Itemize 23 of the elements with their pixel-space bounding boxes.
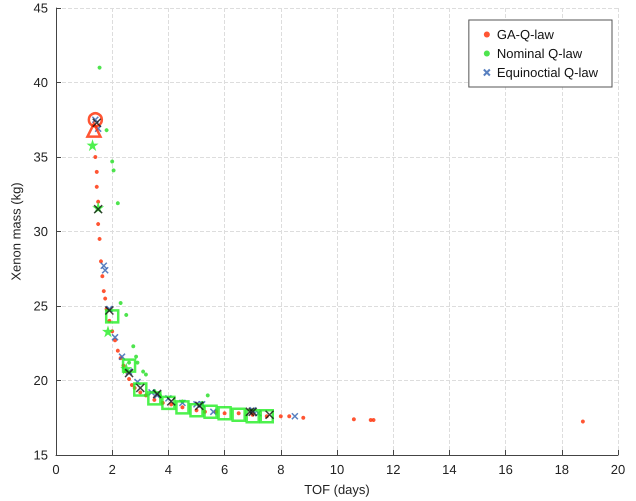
- y-tick-label: 40: [34, 75, 48, 90]
- y-axis-title: Xenon mass (kg): [8, 182, 24, 281]
- x-tick-label: 6: [220, 462, 228, 477]
- x-tick-label: 4: [164, 462, 172, 477]
- x-axis-title: TOF (days): [304, 482, 370, 497]
- y-tick-label: 15: [34, 448, 48, 462]
- x-tick-label: 2: [108, 462, 116, 477]
- y-tick-label: 20: [34, 373, 48, 388]
- x-tick-label: 0: [52, 462, 60, 477]
- legend-label: Equinoctial Q-law: [496, 65, 599, 80]
- legend-label: GA-Q-law: [496, 27, 555, 42]
- x-tick-label: 16: [498, 462, 513, 477]
- x-tick-label: 14: [442, 462, 457, 477]
- y-tick-label: 30: [34, 224, 48, 239]
- legend-label: Nominal Q-law: [496, 46, 583, 61]
- x-tick-label: 12: [386, 462, 400, 477]
- x-tick-label: 8: [277, 462, 284, 477]
- x-tick-label: 20: [610, 462, 626, 477]
- x-tick-label: 10: [330, 462, 344, 477]
- y-tick-label: 45: [34, 0, 48, 16]
- x-tick-label: 18: [554, 462, 570, 477]
- y-tick-label: 35: [34, 150, 48, 164]
- y-tick-label: 25: [34, 298, 48, 314]
